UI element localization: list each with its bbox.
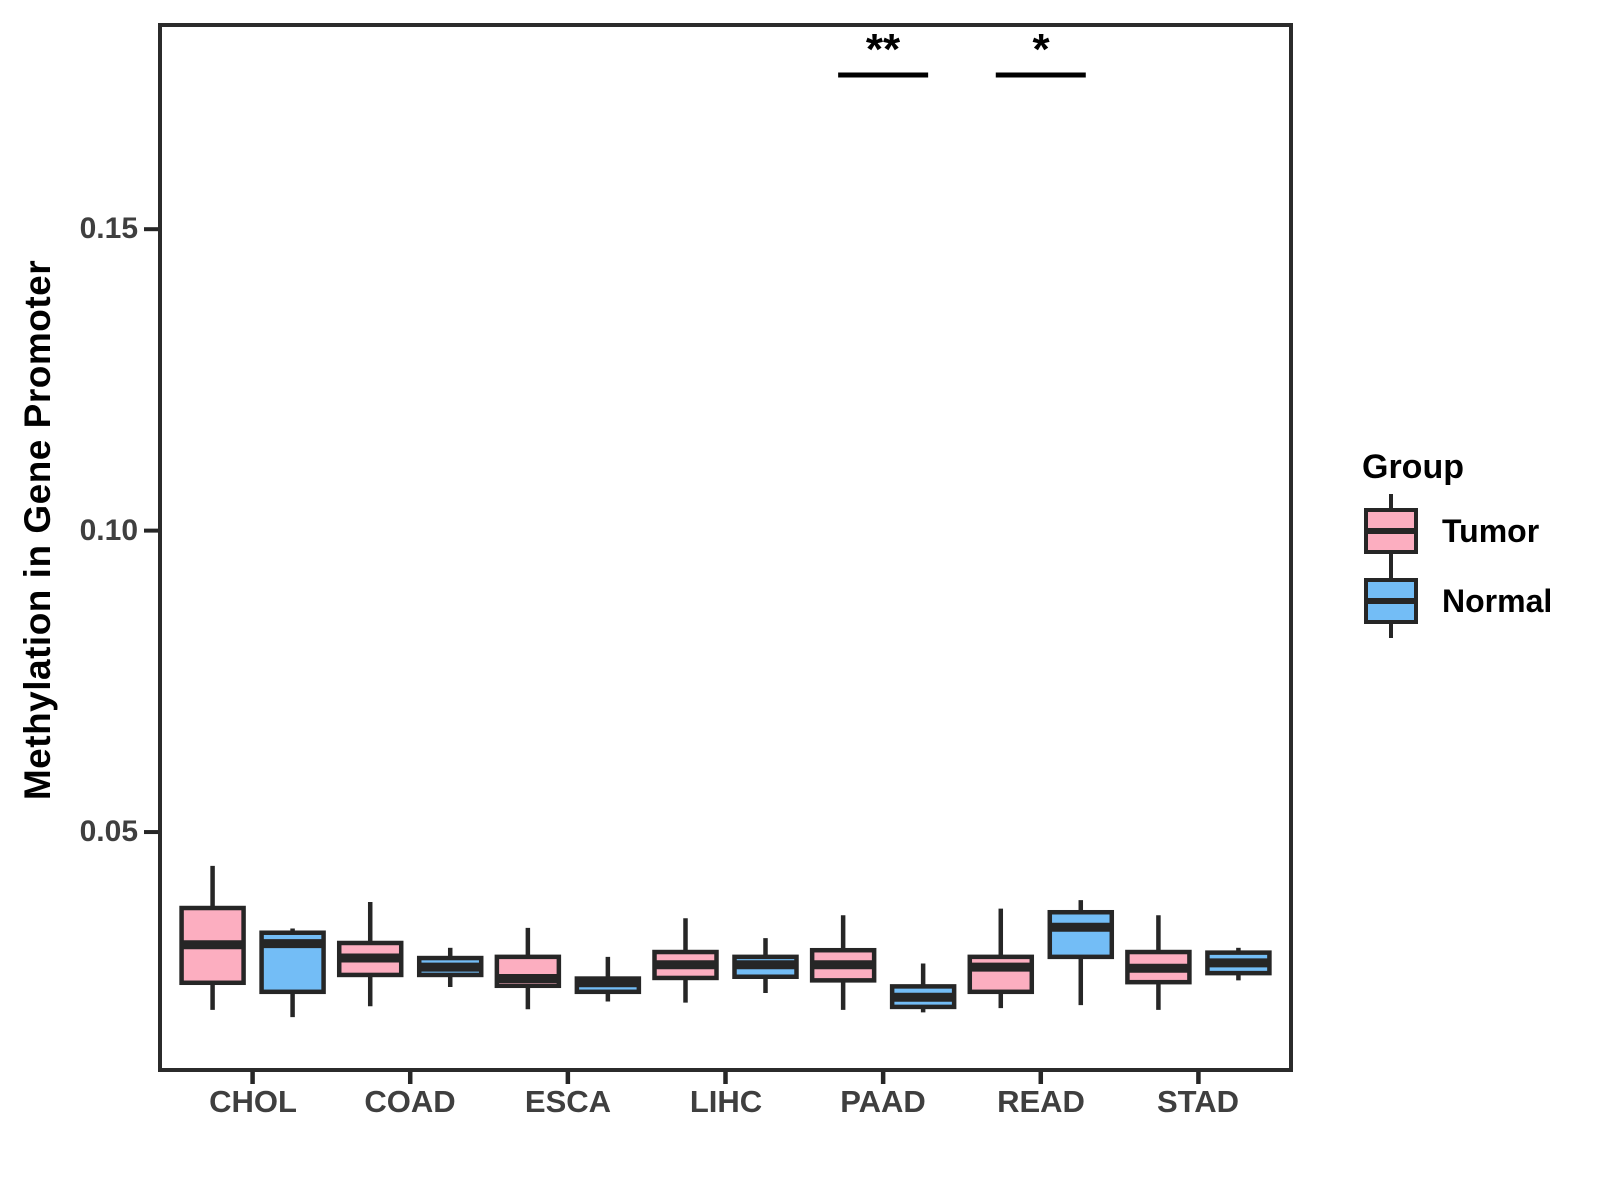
x-category-label: ESCA (524, 1084, 612, 1119)
legend-title: Group (1362, 448, 1464, 486)
box-tumor-READ (967, 954, 1035, 995)
legend-glyph-tumor-icon (1364, 494, 1418, 568)
x-category-label: COAD (364, 1084, 456, 1119)
significance-marker-paad: ** (865, 25, 901, 74)
x-category-label: CHOL (209, 1084, 297, 1119)
x-category-label: LIHC (689, 1084, 763, 1119)
legend-label-tumor: Tumor (1442, 513, 1540, 549)
y-tick-label: 0.05 (79, 815, 138, 848)
x-category-label: PAAD (840, 1084, 926, 1119)
y-tick-label: 0.10 (79, 514, 138, 547)
legend-glyph-normal-icon (1364, 564, 1418, 638)
significance-marker-read: * (1032, 25, 1050, 74)
x-category-label: STAD (1156, 1084, 1240, 1119)
panel-border (158, 23, 1293, 1072)
y-tick-label: 0.15 (79, 212, 138, 245)
legend-item-tumor: Tumor (1362, 494, 1552, 568)
legend: Group Tumor Normal (1362, 448, 1553, 638)
legend-label-normal: Normal (1442, 583, 1553, 619)
x-category-label: READ (997, 1084, 1085, 1119)
legend-item-normal: Normal (1362, 564, 1553, 638)
box-normal-READ (1047, 909, 1115, 960)
